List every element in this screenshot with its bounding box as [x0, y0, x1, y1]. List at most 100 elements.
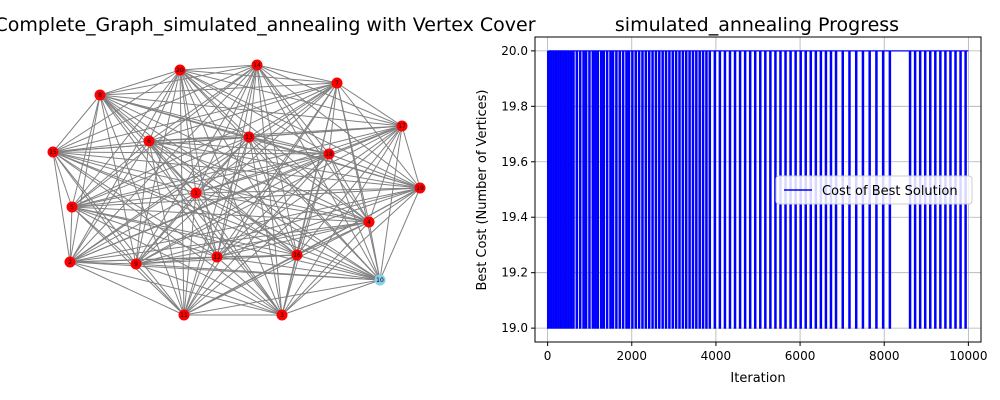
graph-edge [183, 153, 330, 316]
graph-edge [69, 261, 185, 316]
graph-edge [256, 64, 330, 155]
graph-node-18: 18 [323, 148, 335, 160]
x-tick-label: 4000 [701, 349, 732, 363]
graph-edge [179, 69, 185, 316]
graph-node-label: 18 [325, 151, 333, 158]
graph-edge [71, 136, 250, 208]
graph-edge [71, 69, 181, 208]
graph-node-7: 7 [331, 77, 343, 89]
graph-edge [296, 221, 370, 256]
graph-node-marker [243, 131, 255, 143]
graph-edge [195, 64, 258, 194]
graph-node-label: 13 [245, 134, 253, 141]
graph-node-label: 14 [253, 62, 261, 69]
graph-edge [296, 254, 381, 281]
graph-edge [296, 125, 403, 256]
series-line [546, 50, 969, 329]
x-tick-label: 0 [544, 349, 552, 363]
graph-edge [99, 94, 185, 316]
graph-node-marker [174, 64, 186, 76]
graph-edge [148, 140, 298, 256]
graph-edge [179, 69, 421, 189]
graph-edge [135, 221, 370, 265]
graph-node-15: 15 [47, 146, 59, 158]
graph-node-3: 3 [276, 309, 288, 321]
graph-edge [328, 153, 421, 189]
graph-edge [52, 151, 218, 258]
graph-node-label: 16 [293, 252, 301, 259]
graph-node-label: 20 [176, 67, 184, 74]
x-tick-label: 6000 [785, 349, 816, 363]
graph-edge [248, 136, 330, 155]
graph-node-marker [363, 216, 375, 228]
graph-edge [99, 94, 370, 223]
graph-node-label: 5 [70, 204, 74, 211]
graph-edge [368, 187, 421, 223]
graph-edge [328, 153, 381, 281]
graph-edges [52, 64, 421, 316]
graph-edge [336, 82, 403, 127]
graph-edge [69, 136, 250, 263]
graph-edge [69, 261, 283, 316]
graph-node-19: 19 [414, 182, 426, 194]
graph-edge [248, 136, 283, 316]
graph-node-marker [47, 146, 59, 158]
graph-edge [179, 69, 218, 258]
graph-edge [135, 263, 381, 281]
graph-edge [99, 64, 258, 96]
graph-edge [99, 94, 381, 281]
graph-edge [183, 125, 403, 316]
graph-edge [135, 263, 283, 316]
graph-node-marker [291, 249, 303, 261]
graph-node-label: 11 [180, 312, 188, 319]
graph-node-marker [130, 258, 142, 270]
graph-edge [52, 151, 421, 189]
graph-node-14: 14 [251, 59, 263, 71]
graph-edge [183, 221, 370, 316]
graph-edge [71, 192, 197, 208]
x-axis-label: Iteration [730, 371, 785, 386]
graph-edge [216, 136, 250, 258]
graph-edge [69, 192, 197, 263]
graph-node-label: 15 [49, 149, 57, 156]
graph-node-16: 16 [291, 249, 303, 261]
graph-edge [71, 206, 298, 256]
graph-edge [99, 69, 181, 96]
y-tick-label: 19.4 [501, 210, 528, 224]
x-axis-ticks: 0 2000 4000 6000 8000 10000 [544, 342, 987, 363]
graph-node-1: 1 [190, 187, 202, 199]
graph-edge [256, 64, 421, 189]
plot-frame [534, 36, 982, 343]
graph-node-5: 5 [66, 201, 78, 213]
graph-node-label: 4 [367, 219, 371, 226]
graph-node-13: 13 [243, 131, 255, 143]
graph-edge [148, 140, 218, 258]
graph-edge [52, 125, 403, 153]
graph-edge [256, 64, 298, 256]
y-axis-ticks: 19.0 19.2 19.4 19.6 19.8 20.0 [501, 44, 535, 335]
graph-edge [248, 136, 421, 189]
y-axis-label: Best Cost (Number of Vertices) [475, 90, 490, 291]
graph-node-9: 9 [130, 258, 142, 270]
graph-edge [69, 82, 338, 263]
graph-edge [179, 69, 330, 155]
graph-edge [52, 151, 73, 208]
graph-edge [195, 125, 403, 194]
graph-edge [216, 256, 381, 281]
graph-edge [216, 256, 283, 316]
y-tick-label: 19.8 [501, 99, 528, 113]
graph-edge [248, 136, 381, 281]
graph-node-marker [396, 120, 408, 132]
graph-node-4: 4 [363, 216, 375, 228]
graph-edge [195, 153, 330, 194]
graph-edge [216, 254, 298, 258]
graph-edge [135, 125, 403, 265]
graph-edge [256, 64, 338, 84]
graph-node-8: 8 [94, 89, 106, 101]
graph-edge [148, 140, 185, 316]
graph-edge [256, 64, 370, 223]
graph-edge [52, 82, 338, 153]
graph-edge [248, 64, 258, 138]
graph-edge [71, 206, 185, 316]
